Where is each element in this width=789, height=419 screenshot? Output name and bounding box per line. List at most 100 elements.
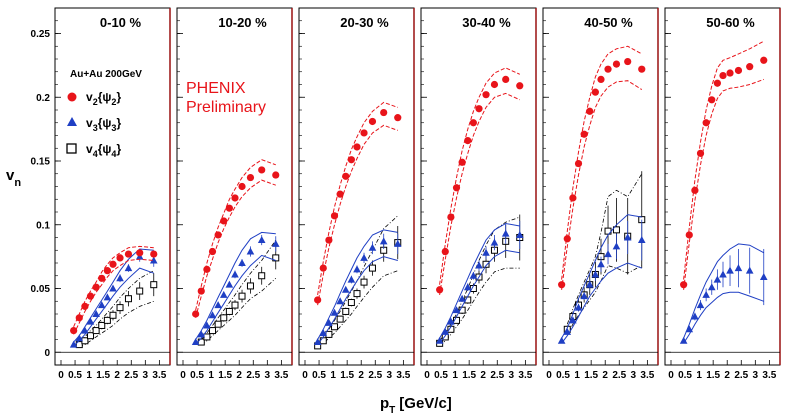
x-tick-label: 0.5 xyxy=(556,370,570,381)
v3-point xyxy=(353,265,361,273)
v2-point xyxy=(225,204,233,212)
v2-point xyxy=(258,166,266,174)
v4-sys-high xyxy=(200,239,277,340)
v3-point xyxy=(341,285,350,293)
centrality-label: 40-50 % xyxy=(584,15,633,30)
v3-point xyxy=(679,336,688,344)
v3-point xyxy=(103,293,112,301)
v3-point xyxy=(501,229,510,237)
v3-point xyxy=(745,266,754,274)
x-tick-label: 1 xyxy=(574,370,580,381)
x-tick-label: 1.5 xyxy=(706,370,720,381)
v2-point xyxy=(475,105,483,113)
v2-point xyxy=(458,158,466,166)
v2-point xyxy=(469,119,477,127)
x-tick-label: 2.5 xyxy=(734,370,748,381)
v2-point xyxy=(103,267,111,275)
x-tick-label: 0.5 xyxy=(190,370,204,381)
x-tick-label: 1 xyxy=(86,370,92,381)
v2-point xyxy=(719,71,727,80)
x-tick-label: 2.5 xyxy=(490,370,504,381)
x-tick-label: 3 xyxy=(753,370,759,381)
v2-point xyxy=(238,182,246,191)
v3-sys-low xyxy=(195,254,276,345)
v4-point xyxy=(225,307,233,315)
x-tick-label: 1 xyxy=(696,370,702,381)
v3-point xyxy=(360,253,368,261)
v2-point xyxy=(86,292,95,300)
v4-sys-low xyxy=(566,265,642,335)
v3-point xyxy=(92,310,100,317)
v4-point xyxy=(258,272,266,280)
v3-point xyxy=(271,239,280,247)
y-tick-label: 0.2 xyxy=(36,93,50,104)
v3-point xyxy=(612,242,621,250)
v2-point xyxy=(734,66,743,75)
x-tick-label: 2.5 xyxy=(124,370,138,381)
v2-point xyxy=(380,108,388,117)
v3-point xyxy=(719,270,727,278)
v3-point xyxy=(435,336,444,344)
system-label: Au+Au 200GeV xyxy=(70,69,142,80)
v4-point xyxy=(238,292,246,300)
v2-point xyxy=(760,56,768,64)
v3-point xyxy=(69,340,78,348)
panel-1: 0 0.5 1 1.5 2 2.5 3 3.5 0-10 % xyxy=(54,7,171,381)
v3-point xyxy=(191,338,200,346)
v4-point xyxy=(319,337,327,345)
v3-point xyxy=(214,301,222,309)
v2-point xyxy=(208,247,217,256)
v2-point xyxy=(516,82,524,90)
v2-point xyxy=(98,274,106,282)
x-tick-label: 0.5 xyxy=(312,370,326,381)
v2-point xyxy=(368,117,377,126)
y-tick-label: 0.1 xyxy=(36,220,50,231)
v2-point xyxy=(685,231,693,239)
v4-point xyxy=(612,226,620,234)
v2-sys-low xyxy=(561,80,643,290)
v4-point xyxy=(336,315,344,323)
v3-point xyxy=(707,283,716,291)
v2-sys-low xyxy=(73,258,154,335)
v2-point xyxy=(490,80,499,89)
v2-point xyxy=(680,281,688,289)
v3-point xyxy=(347,275,356,283)
panel-6: 0 0.5 1 1.5 2 2.5 3 3.5 50-60 % xyxy=(664,7,781,381)
panel-frame xyxy=(298,7,415,366)
v2-sys-low xyxy=(439,92,521,295)
v3-point xyxy=(475,261,483,269)
v2-point xyxy=(569,194,577,202)
panel-frame xyxy=(420,7,537,366)
v2-point xyxy=(192,310,200,318)
v3-point xyxy=(441,327,450,335)
v2-point xyxy=(708,96,716,104)
v3-point xyxy=(580,292,588,300)
legend-v3-marker xyxy=(67,117,77,126)
v4-point xyxy=(272,254,280,262)
v3-point xyxy=(452,306,461,314)
v3-point xyxy=(515,230,524,238)
v2-sys-low xyxy=(195,179,276,318)
v2-point xyxy=(696,149,705,157)
v4-point xyxy=(124,295,132,303)
x-tick-label: 0 xyxy=(302,370,308,381)
centrality-label: 30-40 % xyxy=(462,15,511,30)
v2-point xyxy=(691,186,699,194)
v2-sys-high xyxy=(195,159,276,311)
x-tick-label: 1.5 xyxy=(340,370,354,381)
x-tick-label: 3 xyxy=(265,370,271,381)
y-axis-label: vn xyxy=(6,167,21,189)
v3-point xyxy=(458,294,466,302)
panel-3: 0 0.5 1 1.5 2 2.5 3 3.5 20-30 % xyxy=(298,7,415,381)
v4-point xyxy=(87,332,95,340)
v2-point xyxy=(272,171,280,179)
legend-v4-marker xyxy=(66,143,77,154)
v3-point xyxy=(623,233,632,241)
v3-point xyxy=(563,327,572,335)
v3-point xyxy=(604,250,612,258)
x-tick-label: 1.5 xyxy=(462,370,476,381)
v3-point xyxy=(597,260,605,268)
v3-point xyxy=(482,248,490,256)
v2-sys-low xyxy=(683,78,764,290)
